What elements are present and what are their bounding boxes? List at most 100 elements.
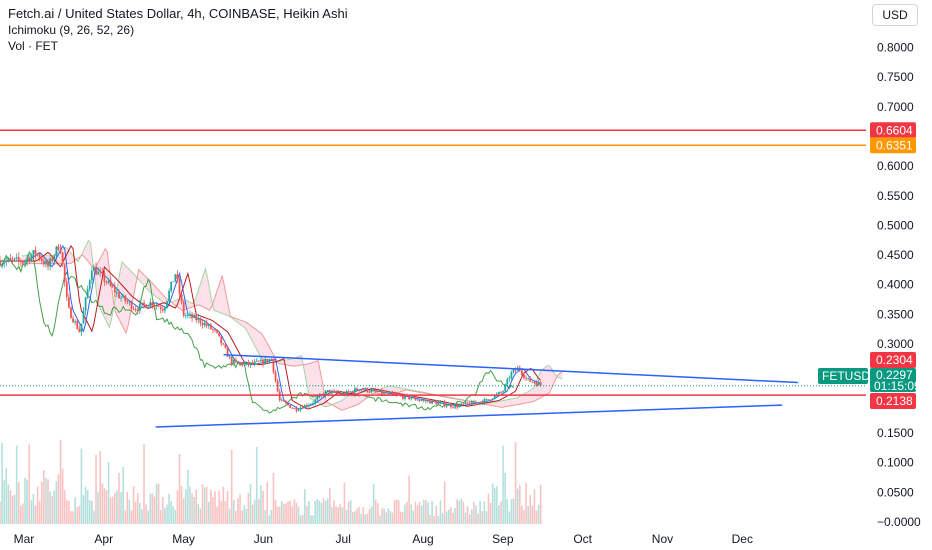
volume-bar <box>166 504 168 524</box>
candle-body <box>270 358 273 360</box>
volume-bar <box>320 502 323 524</box>
volume-bar <box>20 505 22 524</box>
candle-body <box>49 258 51 267</box>
candle-body <box>257 360 260 362</box>
candle-body <box>508 378 511 380</box>
volume-legend[interactable]: Vol · FET <box>8 39 59 53</box>
candle-body <box>124 295 127 302</box>
volume-bar <box>253 499 256 524</box>
volume-bar <box>168 493 170 524</box>
candle-body <box>510 372 513 379</box>
candle-body <box>303 405 306 409</box>
volume-bar <box>187 469 189 524</box>
candle-body <box>19 260 22 263</box>
candle-body <box>224 344 227 348</box>
volume-bar <box>107 462 110 524</box>
volume-bar <box>164 507 166 524</box>
candle-body <box>203 323 206 326</box>
volume-bar <box>343 482 346 524</box>
volume-bar <box>32 493 35 524</box>
candle-body <box>199 318 202 323</box>
candle-body <box>138 303 141 311</box>
candle-body <box>535 383 538 386</box>
volume-bar <box>485 511 488 524</box>
candle-body <box>299 407 302 410</box>
volume-bar <box>466 506 469 524</box>
candle-body <box>341 393 344 395</box>
candle-body <box>347 391 350 393</box>
y-tick-label: 0.1000 <box>877 456 914 470</box>
volume-bar <box>28 444 31 524</box>
volume-bar <box>301 515 304 524</box>
candle-body <box>512 369 515 373</box>
candle-body <box>401 395 404 399</box>
candle-body <box>120 297 122 299</box>
candle-body <box>90 270 93 281</box>
volume-bar <box>399 511 402 524</box>
candle-body <box>381 390 383 394</box>
volume-bar <box>218 490 220 524</box>
candle-body <box>147 306 150 309</box>
candle-body <box>502 391 504 393</box>
volume-bar <box>251 504 254 524</box>
volume-bar <box>139 503 141 524</box>
volume-bar <box>354 511 356 524</box>
price-tag-label: 0.2138 <box>876 394 913 408</box>
volume-bar <box>523 510 525 524</box>
currency-button[interactable]: USD <box>872 4 918 26</box>
volume-bar <box>389 511 392 524</box>
drawings[interactable] <box>0 129 866 428</box>
candle-body <box>483 399 486 404</box>
time-axis[interactable]: Mar Apr May Jun Jul Aug Sep Oct Nov Dec <box>14 532 753 546</box>
current-price-label: 0.2297 <box>876 368 913 382</box>
volume-bar <box>295 502 298 524</box>
volume-bar <box>82 495 85 524</box>
volume-bar <box>51 495 53 524</box>
volume-bar <box>184 489 187 524</box>
candle-body <box>268 359 271 363</box>
candle-body <box>101 271 104 274</box>
candle-body <box>389 392 392 394</box>
candle-body <box>55 246 58 256</box>
countdown-label: 01:15:09 <box>874 379 921 393</box>
volume-bar <box>247 492 250 524</box>
volume-bar <box>270 509 273 524</box>
candle-body <box>113 286 116 293</box>
volume-bar <box>239 494 241 524</box>
ichimoku-legend[interactable]: Ichimoku (9, 26, 52, 26) <box>8 23 135 37</box>
volume-bar <box>335 506 337 524</box>
candle-body <box>228 356 231 358</box>
volume-bar <box>533 489 536 524</box>
volume-bar <box>443 481 446 524</box>
candle-body <box>24 260 26 263</box>
candle-body <box>201 322 204 326</box>
volume-bar <box>49 491 51 524</box>
x-tick-label: Jun <box>254 532 273 546</box>
volume-bar <box>502 445 504 524</box>
volume-bar <box>101 483 104 524</box>
candle-body <box>59 250 62 253</box>
volume-bar <box>287 501 289 524</box>
candle-body <box>186 314 189 316</box>
volume-bar <box>377 503 379 524</box>
candle-body <box>251 362 254 364</box>
volume-bar <box>260 485 262 524</box>
volume-bar <box>120 492 122 524</box>
candle-body <box>464 402 467 404</box>
candle-body <box>414 397 417 400</box>
volume-bar <box>441 513 444 524</box>
candle-body <box>376 391 379 392</box>
volume-bar <box>105 490 108 524</box>
candle-body <box>443 402 446 407</box>
candle-body <box>86 288 89 298</box>
candle-body <box>36 253 39 255</box>
volume-bar <box>468 514 471 524</box>
candle-body <box>308 405 310 407</box>
volume-bar <box>312 515 314 524</box>
candle-body <box>416 399 419 401</box>
symbol-title[interactable]: Fetch.ai / United States Dollar, 4h, COI… <box>8 6 348 21</box>
volume-bar <box>24 477 26 524</box>
volume-bar <box>454 507 456 524</box>
price-axis[interactable]: 0.80000.75000.70000.65000.60000.55000.50… <box>877 40 921 528</box>
